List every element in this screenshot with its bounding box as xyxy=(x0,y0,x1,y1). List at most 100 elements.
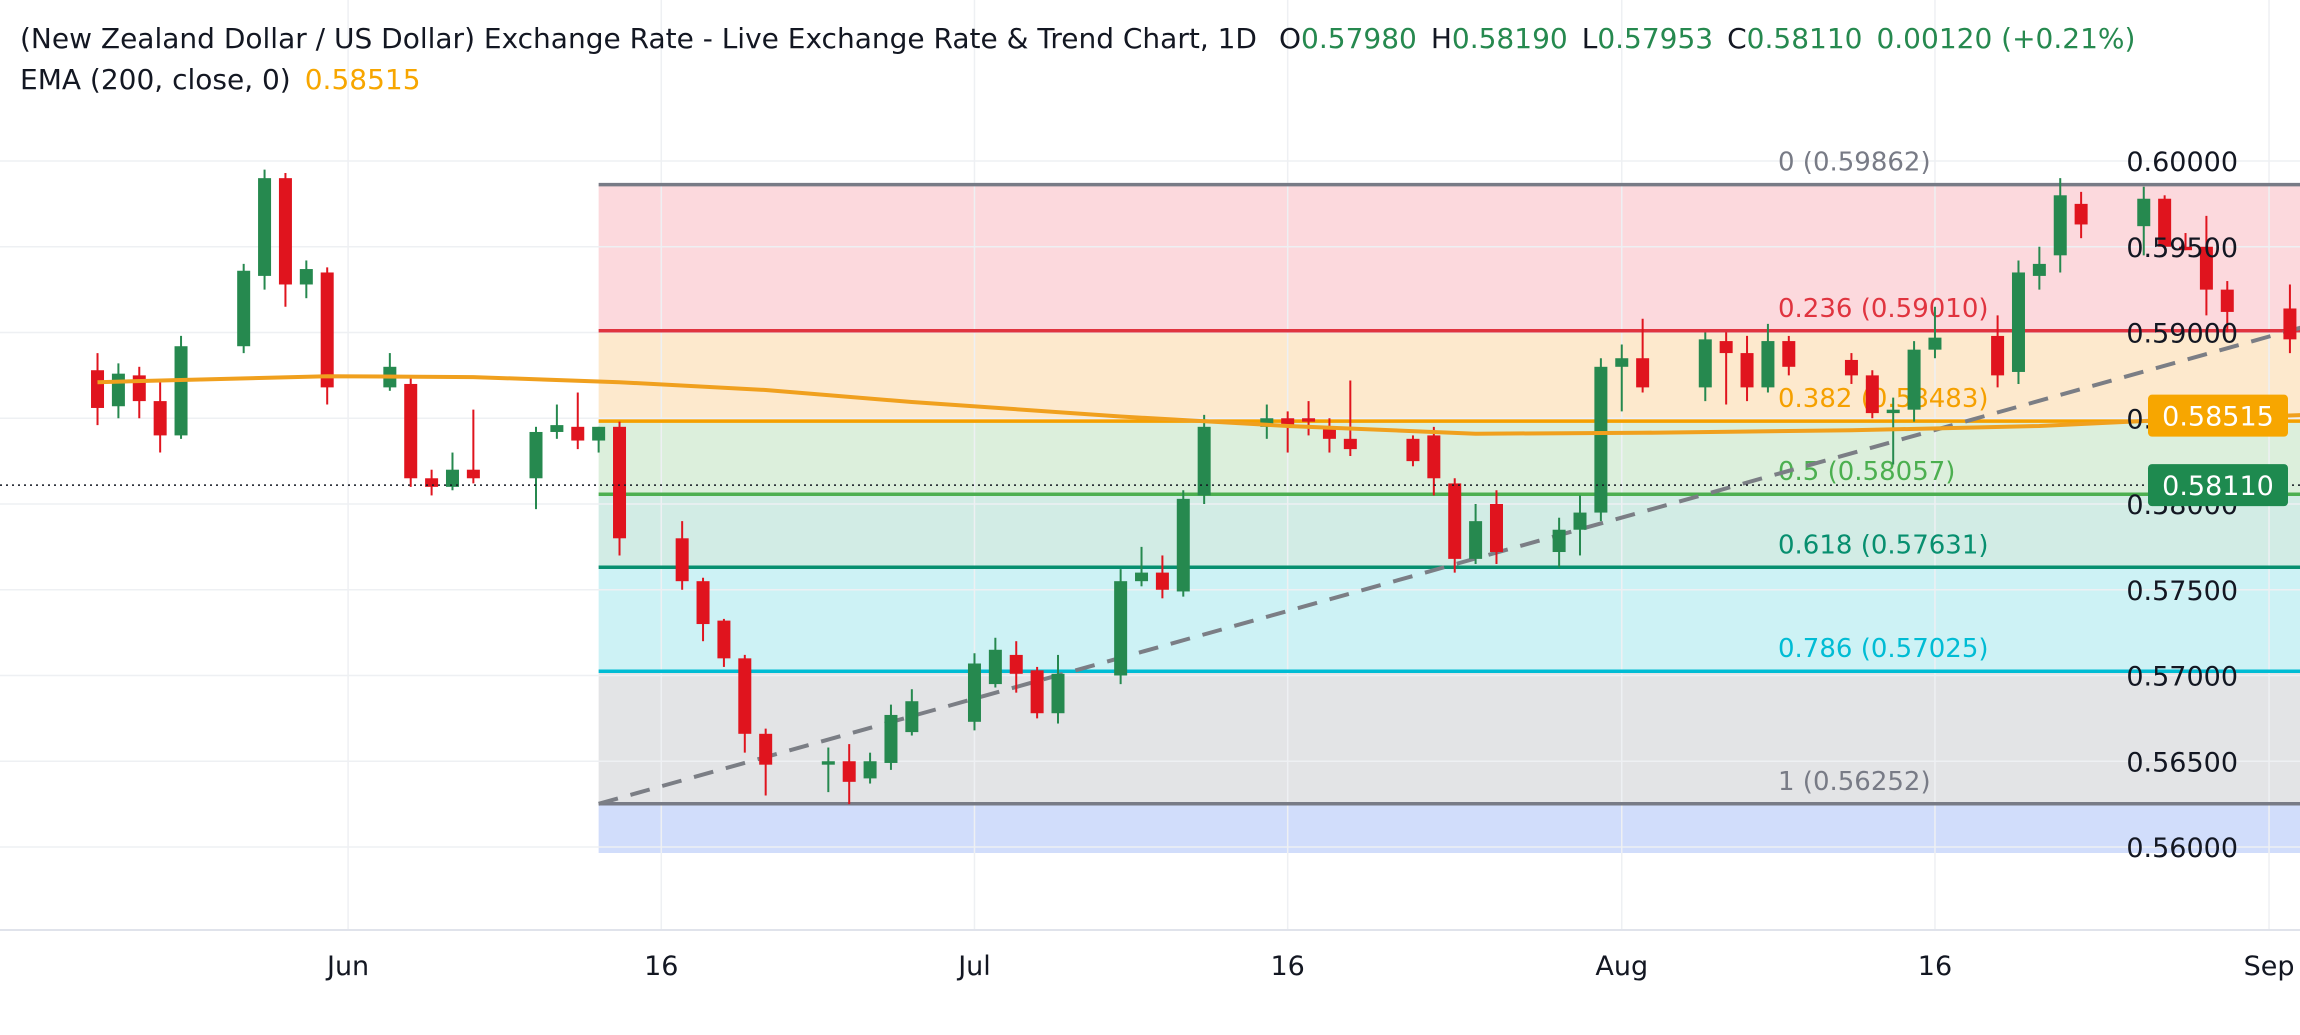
candle-body xyxy=(1845,360,1858,375)
fib-zone-fill xyxy=(599,331,2300,421)
candle-body xyxy=(759,734,772,765)
candle-body xyxy=(676,538,689,581)
candle-body xyxy=(1615,358,1628,367)
candle-body xyxy=(1908,350,1921,410)
candle-body xyxy=(864,761,877,778)
candle-body xyxy=(968,663,981,721)
candle-body xyxy=(2075,204,2088,225)
high-value: 0.58190 xyxy=(1452,22,1568,55)
fib-zone-fill xyxy=(599,671,2300,804)
close-value: 0.58110 xyxy=(1747,22,1863,55)
candle-body xyxy=(1406,439,1419,461)
x-tick-label: Aug xyxy=(1595,951,1648,982)
candle-body xyxy=(300,269,313,284)
candle-body xyxy=(91,370,104,408)
low-value: 0.57953 xyxy=(1597,22,1713,55)
candle-body xyxy=(1135,573,1148,582)
candle-body xyxy=(1866,375,1879,413)
candle-body xyxy=(717,621,730,659)
candle-body xyxy=(258,178,271,276)
fib-level-label: 1 (0.56252) xyxy=(1778,767,1931,797)
candle-body xyxy=(2283,308,2296,339)
candle-body xyxy=(1720,341,1733,353)
candle-body xyxy=(1469,521,1482,559)
candle-body xyxy=(571,427,584,441)
y-tick-label: 0.57500 xyxy=(2126,576,2238,607)
open-label: O xyxy=(1279,22,1301,55)
x-tick-label: 16 xyxy=(1918,951,1952,982)
y-tick-label: 0.59500 xyxy=(2126,233,2238,264)
y-tick-label: 0.57000 xyxy=(2126,662,2238,693)
candle-body xyxy=(279,178,292,284)
chart-title: (New Zealand Dollar / US Dollar) Exchang… xyxy=(20,22,1257,55)
low-label: L xyxy=(1582,22,1598,55)
candle-body xyxy=(1574,513,1587,530)
chart-header: (New Zealand Dollar / US Dollar) Exchang… xyxy=(20,22,2135,55)
candle-body xyxy=(550,425,563,432)
candle-body xyxy=(321,272,334,387)
candle-body xyxy=(2221,290,2234,312)
x-tick-label: Jun xyxy=(325,951,369,982)
candle-body xyxy=(613,427,626,538)
indicator-legend[interactable]: EMA (200, close, 0)0.58515 xyxy=(20,63,421,96)
candle-body xyxy=(843,761,856,782)
candle-body xyxy=(1636,358,1649,387)
close-label: C xyxy=(1727,22,1747,55)
price-tag-label: 0.58515 xyxy=(2162,402,2274,433)
candle-body xyxy=(467,470,480,479)
candle-body xyxy=(884,715,897,763)
candle-body xyxy=(1177,499,1190,592)
candle-body xyxy=(1782,341,1795,367)
y-tick-label: 0.59000 xyxy=(2126,319,2238,350)
candle-body xyxy=(592,427,605,441)
fib-level-label: 0.236 (0.59010) xyxy=(1778,294,1989,324)
candle-body xyxy=(1553,530,1566,552)
candle-body xyxy=(1010,655,1023,674)
candle-body xyxy=(175,346,188,435)
candle-body xyxy=(154,401,167,435)
candle-body xyxy=(2137,199,2150,226)
candle-body xyxy=(1344,439,1357,449)
candle-body xyxy=(2012,272,2025,371)
x-tick-label: Jul xyxy=(956,951,991,982)
fib-level-label: 0.5 (0.58057) xyxy=(1778,457,1955,487)
open-value: 0.57980 xyxy=(1301,22,1417,55)
high-label: H xyxy=(1431,22,1452,55)
candle-body xyxy=(446,470,459,487)
x-tick-label: 16 xyxy=(1271,951,1305,982)
candle-body xyxy=(1031,670,1044,713)
fib-level-label: 0.618 (0.57631) xyxy=(1778,530,1989,560)
candle-body xyxy=(905,701,918,732)
price-tag-label: 0.58110 xyxy=(2162,471,2274,502)
y-tick-label: 0.56000 xyxy=(2126,833,2238,864)
x-tick-label: 16 xyxy=(644,951,678,982)
candle-body xyxy=(1198,427,1211,496)
fib-zone-fill xyxy=(599,804,2300,853)
candle-body xyxy=(2054,195,2067,255)
candle-body xyxy=(1699,339,1712,387)
candle-body xyxy=(1302,418,1315,421)
candle-body xyxy=(1594,367,1607,513)
fib-level-label: 0.382 (0.58483) xyxy=(1778,384,1989,414)
candle-body xyxy=(989,650,1002,684)
candle-body xyxy=(1761,341,1774,387)
y-tick-label: 0.60000 xyxy=(2126,147,2238,178)
candle-body xyxy=(112,374,125,407)
candle-body xyxy=(1448,483,1461,558)
candle-body xyxy=(1156,573,1169,590)
candle-body xyxy=(1928,338,1941,350)
candle-body xyxy=(404,384,417,478)
candle-body xyxy=(738,658,751,733)
fib-level-label: 0 (0.59862) xyxy=(1778,148,1931,178)
candle-body xyxy=(1741,353,1754,387)
fib-level-label: 0.786 (0.57025) xyxy=(1778,634,1989,664)
ema-value: 0.58515 xyxy=(305,63,421,96)
candle-body xyxy=(1887,410,1900,413)
candle-body xyxy=(1991,336,2004,375)
fib-zone-fill xyxy=(599,185,2300,331)
candle-body xyxy=(1052,674,1065,713)
candle-body xyxy=(697,581,710,624)
candle-body xyxy=(237,271,250,346)
